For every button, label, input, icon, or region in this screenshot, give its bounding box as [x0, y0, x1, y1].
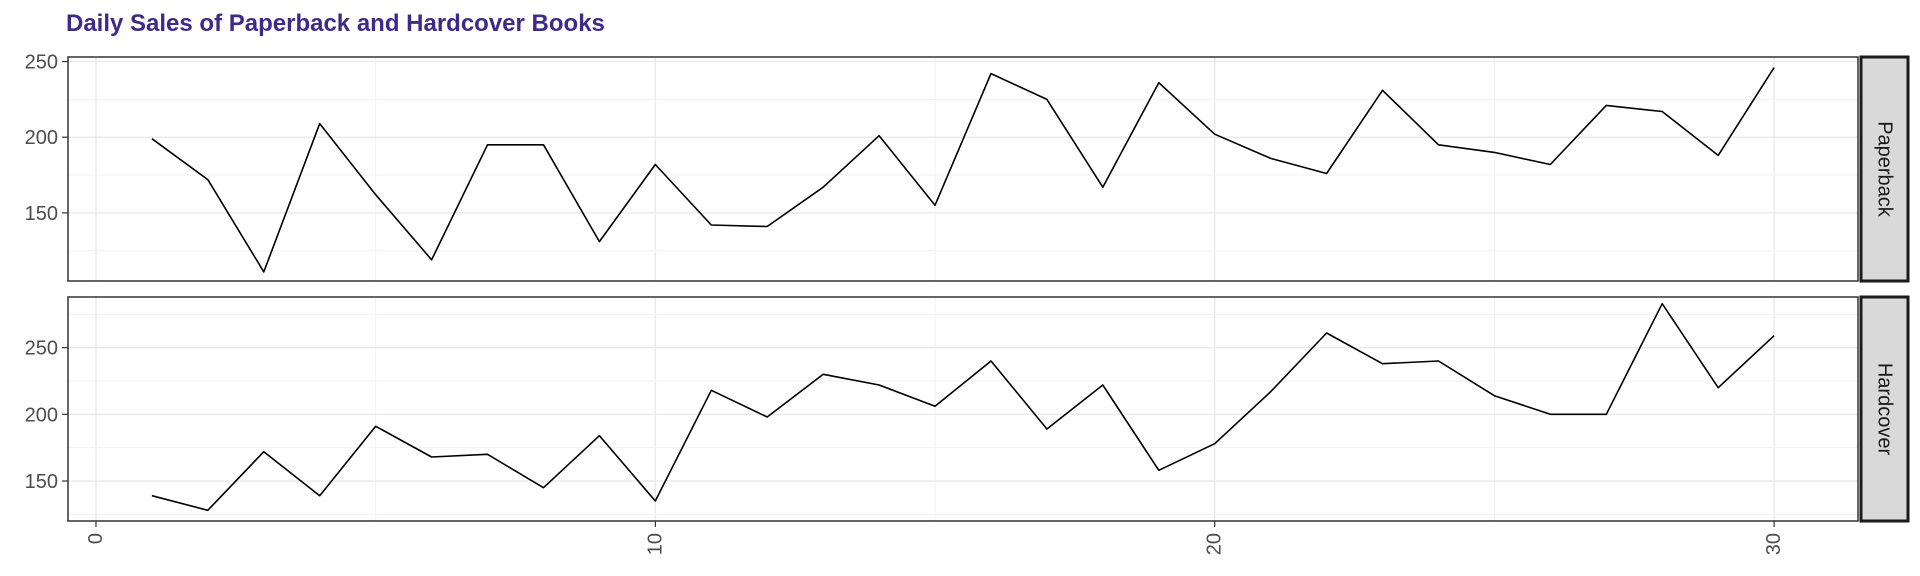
facet-strip	[1859, 295, 1910, 523]
x-tick-label: 10	[644, 533, 666, 555]
y-tick-label: 150	[25, 471, 58, 493]
y-tick-label: 150	[25, 203, 58, 225]
y-tick-label: 250	[25, 52, 58, 74]
y-tick-label: 250	[25, 338, 58, 360]
panel-border	[67, 56, 1859, 282]
y-tick-label: 200	[25, 127, 58, 149]
facet-strip-label: Hardcover	[1874, 363, 1896, 456]
y-tick-label: 200	[25, 404, 58, 426]
facet-strip	[1859, 55, 1910, 283]
x-tick-label: 0	[85, 533, 107, 544]
x-tick-label: 20	[1204, 533, 1226, 555]
panel-border	[67, 296, 1859, 522]
series-line-hardcover	[151, 302, 1775, 512]
x-tick-label: 30	[1763, 533, 1785, 555]
facet-strip-label: Paperback	[1874, 121, 1896, 218]
series-line-paperback	[151, 67, 1775, 273]
chart-title: Daily Sales of Paperback and Hardcover B…	[66, 10, 605, 37]
